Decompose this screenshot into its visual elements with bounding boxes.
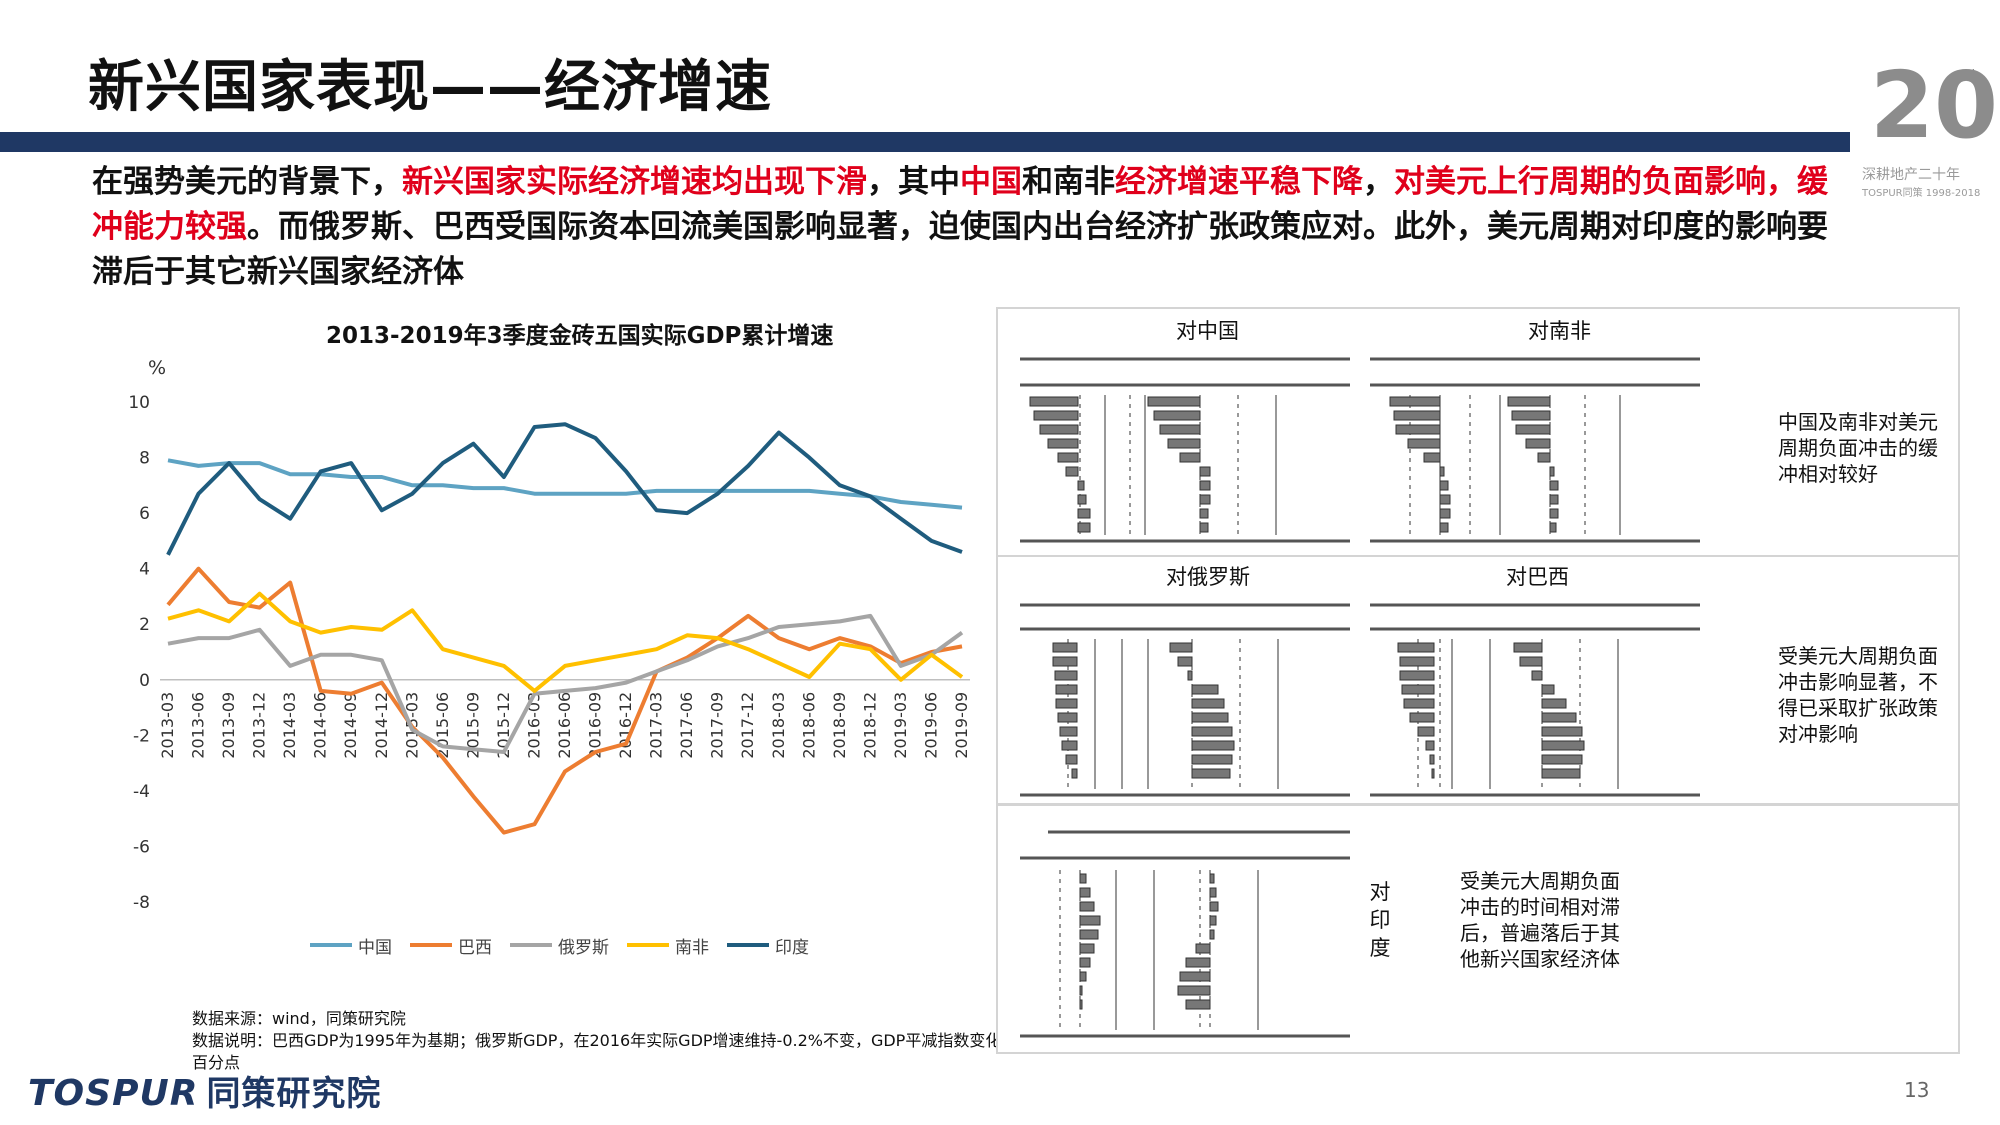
x-tick-label: 2016-09 xyxy=(586,692,605,759)
summary-seg: 在强势美元的背景下， xyxy=(92,164,402,200)
series-line-巴西 xyxy=(166,566,963,835)
x-tick-label: 2013-12 xyxy=(250,692,269,759)
y-tick-label: 4 xyxy=(139,560,150,580)
x-tick-label: 2017-03 xyxy=(647,692,666,759)
legend-swatch xyxy=(510,943,552,947)
x-tick-label: 2017-09 xyxy=(708,692,727,759)
source-line: 数据来源：wind，同策研究院 xyxy=(192,1009,406,1028)
summary-seg: ，其中 xyxy=(867,164,960,200)
summary-seg-highlight: 中国 xyxy=(960,164,1022,200)
tospur-logo: TOSPUR 同策研究院 xyxy=(28,1066,381,1115)
legend-label: 印度 xyxy=(775,937,809,958)
x-tick-label: 2013-03 xyxy=(158,692,177,759)
legend-item: 俄罗斯 xyxy=(510,933,609,958)
series-line-南非 xyxy=(167,591,964,693)
y-tick-label: -4 xyxy=(133,782,150,802)
y-tick-label: 10 xyxy=(128,393,150,413)
x-tick-label: 2018-09 xyxy=(830,692,849,759)
source-explanation: 数据说明：巴西GDP为1995年为基期；俄罗斯GDP，在2016年实际GDP增速… xyxy=(192,1031,1237,1072)
x-tick-label: 2013-09 xyxy=(219,692,238,759)
x-tick-label: 2014-12 xyxy=(372,692,391,759)
x-tick-label: 2019-03 xyxy=(891,692,910,759)
brand-cn: 同策研究院 xyxy=(206,1074,382,1114)
x-tick-label: 2014-06 xyxy=(311,692,330,759)
summary-seg-highlight: 经济增速平稳下降 xyxy=(1115,164,1363,200)
y-tick-label: 6 xyxy=(139,504,150,524)
series-line-印度 xyxy=(166,422,963,556)
y-tick-label: 8 xyxy=(139,449,150,469)
panel-china-southafrica: 对中国 对南非 xyxy=(996,307,1960,557)
x-tick-label: 2016-12 xyxy=(616,692,635,759)
x-tick-label: 2019-09 xyxy=(952,692,971,759)
summary-seg-highlight: 新兴国家实际经济增速均出现下滑 xyxy=(402,164,867,200)
chart-title: 2013-2019年3季度金砖五国实际GDP累计增速 xyxy=(326,323,834,349)
y-tick-label: 2 xyxy=(139,615,150,635)
summary-seg: 和南非 xyxy=(1022,164,1115,200)
summary-paragraph: 在强势美元的背景下，新兴国家实际经济增速均出现下滑，其中中国和南非经济增速平稳下… xyxy=(92,160,1852,295)
panel-title-russia: 对俄罗斯 xyxy=(1166,565,1250,589)
x-tick-label: 2018-12 xyxy=(860,692,879,759)
y-axis-label: % xyxy=(148,357,166,379)
y-tick-label: -2 xyxy=(133,726,150,746)
legend-swatch xyxy=(410,943,452,947)
legend-item: 南非 xyxy=(627,933,709,958)
chart-legend: 中国 巴西 俄罗斯 南非 印度 xyxy=(310,932,827,958)
y-tick-label: 0 xyxy=(139,671,150,691)
legend-label: 俄罗斯 xyxy=(558,937,609,958)
logo-years: TOSPUR同策 1998-2018 xyxy=(1862,188,1981,199)
panel-title-china: 对中国 xyxy=(1176,319,1239,343)
x-tick-label: 2016-03 xyxy=(524,692,543,759)
x-tick-label: 2013-06 xyxy=(189,692,208,759)
mini-chart-china xyxy=(1020,357,1350,543)
panel-title-brazil: 对巴西 xyxy=(1506,565,1569,589)
x-tick-label: 2014-09 xyxy=(341,692,360,759)
page-number: 13 xyxy=(1904,1078,1930,1102)
logo-suffix: th xyxy=(1966,68,1981,84)
x-tick-label: 2017-12 xyxy=(738,692,757,759)
x-tick-label: 2017-06 xyxy=(677,692,696,759)
brand-latin: TOSPUR xyxy=(28,1073,199,1114)
x-tick-label: 2019-06 xyxy=(921,692,940,759)
y-tick-label: -6 xyxy=(133,837,150,857)
legend-label: 中国 xyxy=(358,937,392,958)
panel-russia-brazil: 对俄罗斯 对巴西 xyxy=(996,555,1960,805)
series-line-中国 xyxy=(167,458,963,510)
x-tick-label: 2016-06 xyxy=(555,692,574,759)
anniversary-logo: 20 th 深耕地产二十年 TOSPUR同策 1998-2018 xyxy=(1862,52,1999,200)
x-tick-label: 2015-09 xyxy=(463,692,482,759)
panel-label-india: 对印度 xyxy=(1369,880,1391,960)
legend-item: 巴西 xyxy=(410,933,492,958)
summary-seg: ， xyxy=(1363,164,1394,200)
y-tick-label: -8 xyxy=(133,893,150,913)
x-tick-label: 2018-06 xyxy=(799,692,818,759)
legend-swatch xyxy=(727,943,769,947)
legend-label: 南非 xyxy=(675,937,709,958)
page-title: 新兴国家表现——经济增速 xyxy=(88,55,772,120)
title-underline-bar xyxy=(0,132,1850,152)
data-source-note: 数据来源：wind，同策研究院 数据说明：巴西GDP为1995年为基期；俄罗斯G… xyxy=(192,1008,1252,1074)
panel-note-top: 中国及南非对美元周期负面冲击的缓冲相对较好 xyxy=(1778,410,1938,486)
mini-chart-southafrica xyxy=(1370,357,1700,543)
mini-chart-india xyxy=(1020,830,1350,1038)
legend-swatch xyxy=(310,943,352,947)
gdp-line-chart: % 10 8 6 4 2 0 -2 -4 -6 -8 2013-03 2013-06 2013-09 201… xyxy=(128,357,971,913)
x-tick-label: 2018-03 xyxy=(769,692,788,759)
summary-seg-highlight: 对美元上行周期的负面影响，缓冲能力较强 xyxy=(92,164,1828,245)
mini-chart-brazil xyxy=(1370,603,1700,797)
panel-note-bottom: 受美元大周期负面冲击的时间相对滞后，普遍落后于其他新兴国家经济体 xyxy=(1460,869,1620,971)
logo-slogan: 深耕地产二十年 xyxy=(1862,167,1960,183)
legend-swatch xyxy=(627,943,669,947)
mini-chart-russia xyxy=(1020,603,1350,797)
legend-item: 印度 xyxy=(727,933,809,958)
panel-india: 对印度 受美元大周期负面冲击的时间相对滞后，普遍落后于其他新兴国家经济体 xyxy=(996,804,1960,1054)
legend-label: 巴西 xyxy=(458,937,492,958)
panel-title-southafrica: 对南非 xyxy=(1528,319,1591,343)
legend-item: 中国 xyxy=(310,933,392,958)
logo-number: 20 xyxy=(1870,52,1999,159)
summary-seg: 。而俄罗斯、巴西受国际资本回流美国影响显著，迫使国内出台经济扩张政策应对。此外，… xyxy=(92,209,1828,290)
series-line-俄罗斯 xyxy=(167,613,964,754)
x-tick-label: 2014-03 xyxy=(280,692,299,759)
panel-note-middle: 受美元大周期负面冲击影响显著，不得已采取扩张政策对冲影响 xyxy=(1778,644,1938,746)
